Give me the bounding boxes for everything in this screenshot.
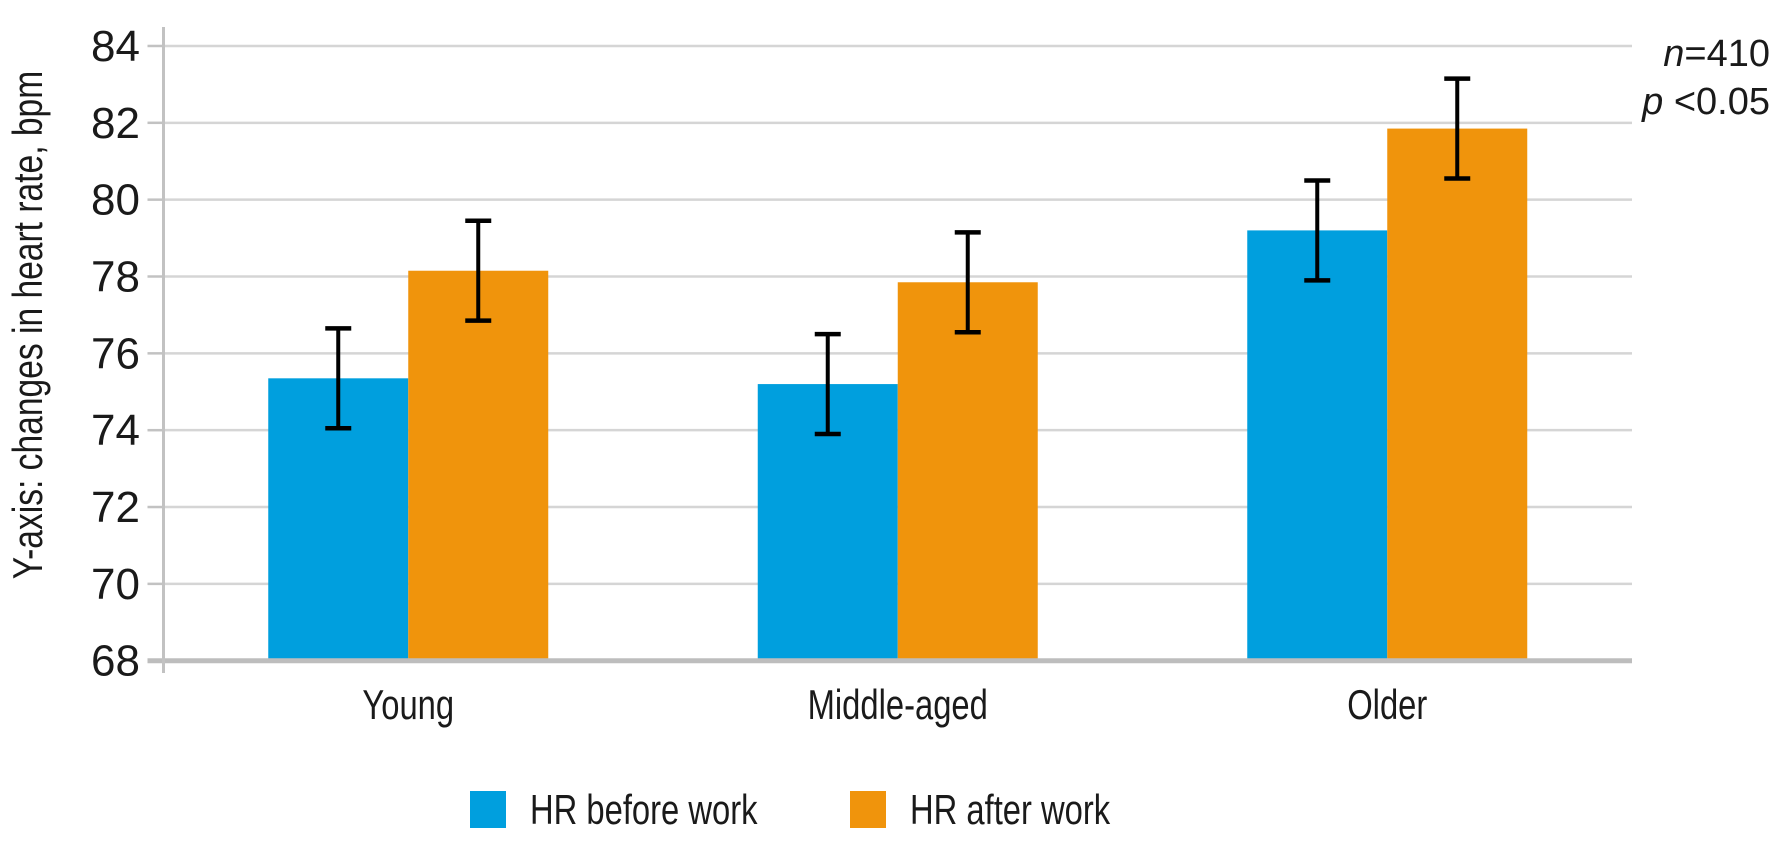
category-label-older: Older [1347, 681, 1427, 728]
legend-item-hr-before-work: HR before work [470, 786, 758, 833]
y-axis-tick-labels: 84 82 80 78 76 74 72 70 68 [91, 22, 140, 686]
legend-label-hr-before-work: HR before work [530, 786, 758, 833]
error-bar-hr-before-work-young [325, 326, 352, 431]
annotation-n: n=410 [1663, 33, 1770, 75]
error-bar-hr-before-work-middle-aged [814, 331, 841, 437]
annotation-n-symbol: n [1663, 33, 1684, 75]
bar-hr-after-work-middle-aged [897, 282, 1038, 661]
category-label-middle-aged: Middle-aged [808, 681, 988, 728]
bar-hr-after-work-young [408, 270, 549, 661]
chart-legend: HR before work HR after work [470, 786, 1110, 833]
legend-swatch-orange [850, 791, 886, 828]
legend-swatch-blue [470, 791, 506, 828]
category-label-young: Young [362, 681, 454, 728]
error-bar-hr-after-work-middle-aged [954, 230, 981, 335]
category-labels: Young Middle-aged Older [362, 681, 1427, 728]
error-bar-hr-before-work-older [1304, 178, 1331, 283]
y-tick-label-84: 84 [91, 22, 140, 71]
y-tick-label-72: 72 [91, 483, 140, 532]
y-tick-label-76: 76 [91, 329, 140, 378]
legend-label-hr-after-work: HR after work [910, 786, 1110, 833]
annotation-n-value: =410 [1684, 33, 1770, 75]
y-tick-label-78: 78 [91, 253, 140, 302]
y-tick-label-68: 68 [91, 637, 140, 686]
annotation-p: p <0.05 [1641, 81, 1770, 123]
y-tick-label-70: 70 [91, 560, 140, 609]
bar-hr-before-work-older [1247, 230, 1388, 661]
y-tick-label-80: 80 [91, 176, 140, 225]
error-bars [325, 76, 1471, 437]
y-tick-label-82: 82 [91, 99, 140, 148]
annotation-p-symbol: p [1641, 81, 1663, 123]
y-tick-label-74: 74 [91, 406, 140, 455]
error-bar-hr-after-work-young [465, 218, 492, 323]
stat-annotation: n=410 p <0.05 [1641, 33, 1770, 123]
bar-series [268, 128, 1528, 661]
annotation-p-value: <0.05 [1663, 81, 1770, 123]
error-bar-hr-after-work-older [1444, 76, 1471, 181]
legend-item-hr-after-work: HR after work [850, 786, 1110, 833]
bar-hr-after-work-older [1387, 128, 1528, 661]
y-axis-title: Y-axis: changes in heart rate, bpm [6, 71, 52, 579]
